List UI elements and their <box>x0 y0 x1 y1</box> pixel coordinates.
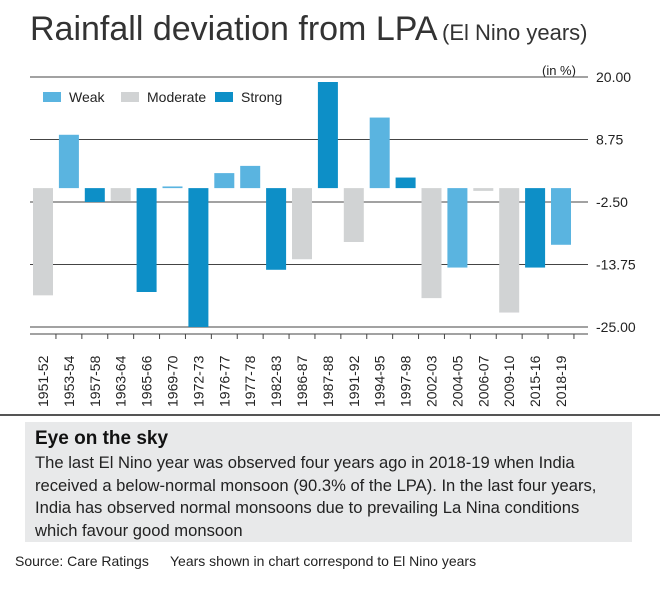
info-box-heading: Eye on the sky <box>35 428 169 449</box>
x-tick-label: 2018-19 <box>553 355 569 407</box>
bar-1951-52 <box>33 188 53 296</box>
chart-title-subtitle: (El Nino years) <box>442 20 588 45</box>
x-tick-label: 2015-16 <box>527 355 543 407</box>
bar-1953-54 <box>58 134 79 189</box>
x-tick-label: 1976-77 <box>216 355 232 407</box>
x-tick-label: 1991-92 <box>346 355 362 407</box>
bar-2002-03 <box>421 188 442 299</box>
x-tick-label: 1994-95 <box>372 355 388 407</box>
x-tick-label: 2004-05 <box>449 355 465 407</box>
legend-weak: Weak <box>43 88 105 106</box>
bar-1965-66 <box>136 188 157 292</box>
bar-1994-95 <box>369 117 390 189</box>
x-tick-label: 2002-03 <box>424 355 440 407</box>
x-tick-label: 1986-87 <box>294 355 310 407</box>
y-tick-label: -2.50 <box>596 194 628 210</box>
legend-strong: Strong <box>215 88 282 106</box>
x-tick-label: 1951-52 <box>35 355 51 407</box>
bar-2015-16 <box>525 188 546 268</box>
legend-moderate-swatch <box>121 92 139 102</box>
chart-title: Rainfall deviation from LPA (El Nino yea… <box>30 10 588 49</box>
legend-moderate: Moderate <box>121 88 206 106</box>
bar-chart: (in %) 20.00 8.75 -2.50 -13.75 -25.00 1951-52 1… <box>30 63 636 407</box>
x-tick-label: 1953-54 <box>61 355 77 407</box>
y-tick-label: -13.75 <box>596 257 636 273</box>
x-tick-label: 1977-78 <box>242 355 258 407</box>
bar-1982-83 <box>266 188 287 270</box>
bar-1986-87 <box>292 188 312 260</box>
bar-1987-88 <box>317 82 338 189</box>
y-tick-label: 8.75 <box>596 132 623 148</box>
x-tick-label: 1957-58 <box>87 355 103 407</box>
info-box-body: The last El Nino year was observed four … <box>35 453 597 540</box>
unit-label: (in %) <box>542 63 576 78</box>
legend-strong-swatch <box>215 92 233 102</box>
bar-2018-19 <box>551 188 571 245</box>
chart-footnote: Years shown in chart correspond to El Ni… <box>170 553 477 569</box>
x-tick-label: 1965-66 <box>139 355 155 407</box>
info-box: Eye on the sky The last El Nino year was… <box>25 422 632 542</box>
bar-1972-73 <box>188 188 209 327</box>
bar-1969-70 <box>162 186 183 189</box>
x-tick-label: 1963-64 <box>113 355 129 407</box>
x-tick-label: 1997-98 <box>398 355 414 407</box>
legend-weak-label: Weak <box>69 89 105 105</box>
x-tick-label: 1987-88 <box>320 355 336 407</box>
bar-1991-92 <box>343 188 364 242</box>
x-tick-label: 1972-73 <box>190 355 206 407</box>
x-tick-label: 1969-70 <box>165 355 181 407</box>
legend-moderate-label: Moderate <box>147 89 207 105</box>
bar-1957-58 <box>84 188 105 202</box>
x-tick-label: 2006-07 <box>475 355 491 407</box>
divider-line <box>0 414 660 416</box>
bar-2004-05 <box>447 188 468 268</box>
bar-1976-77 <box>214 173 235 189</box>
chart-title-main: Rainfall deviation from LPA <box>30 10 438 48</box>
bar-2006-07 <box>473 188 494 191</box>
bar-2009-10 <box>499 188 520 313</box>
bar-1997-98 <box>395 177 416 189</box>
y-tick-label: -25.00 <box>596 319 636 335</box>
x-tick-label: 2009-10 <box>501 355 517 407</box>
legend-strong-label: Strong <box>241 89 283 105</box>
bar-1963-64 <box>110 188 131 201</box>
bar-1977-78 <box>240 165 261 189</box>
y-tick-label: 20.00 <box>596 69 631 85</box>
legend-weak-swatch <box>43 92 61 102</box>
source-note: Source: Care Ratings <box>15 553 149 569</box>
x-tick-label: 1982-83 <box>268 355 284 407</box>
